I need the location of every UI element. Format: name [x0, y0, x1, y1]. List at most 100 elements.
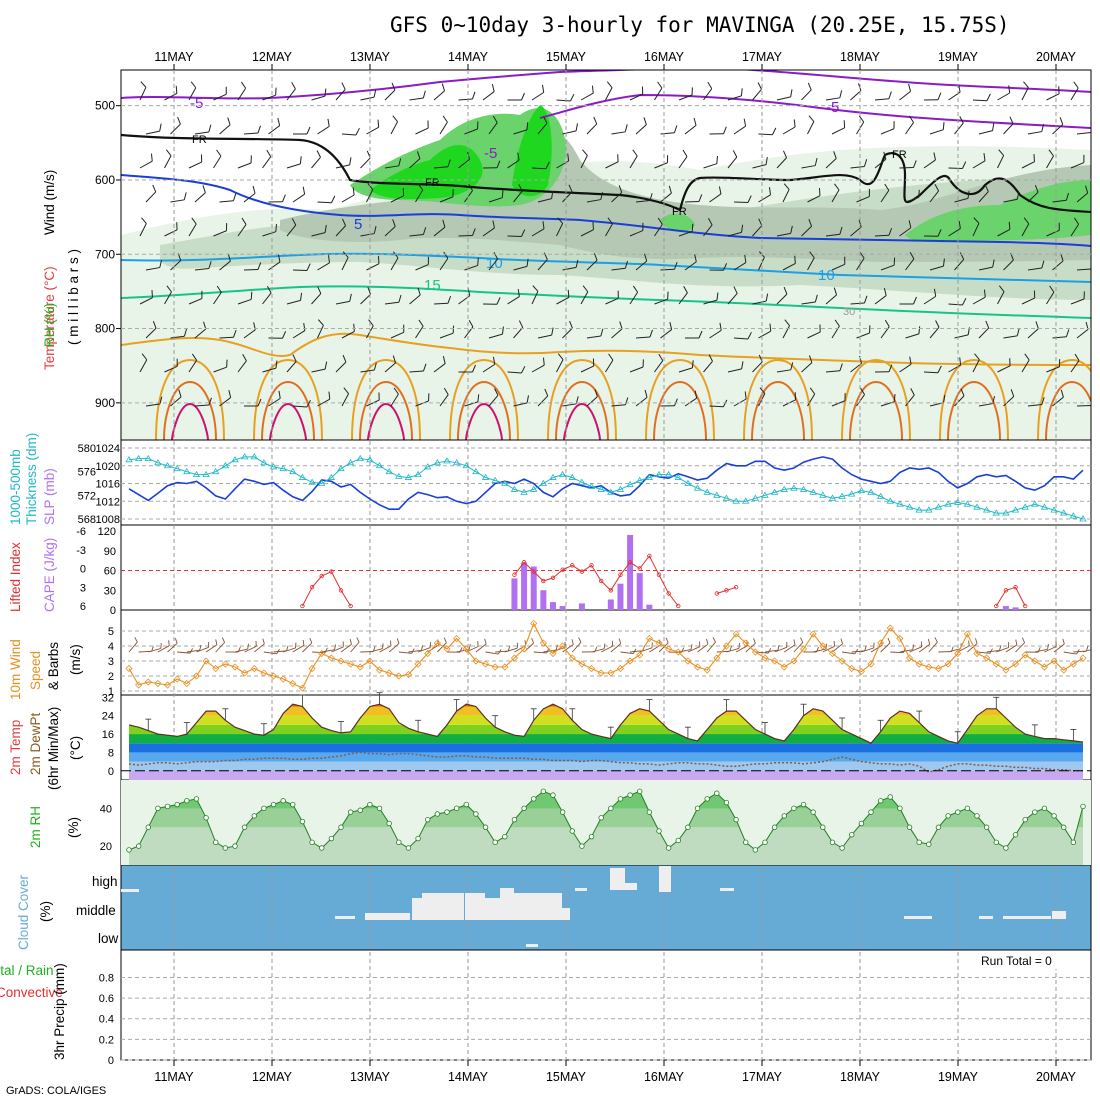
barb-flag	[477, 257, 479, 266]
cape-bar	[1012, 607, 1019, 610]
wind-barb	[929, 320, 940, 339]
barb-flag	[844, 256, 846, 265]
barb-shaft	[880, 128, 895, 135]
barb-flag	[887, 637, 891, 644]
wind-speed-marker	[780, 663, 788, 671]
surface-wind-barb	[774, 641, 788, 653]
rh-marker	[396, 839, 402, 846]
barb-flag	[176, 358, 178, 367]
wind-speed-marker	[501, 663, 509, 671]
barb-shaft	[482, 227, 495, 237]
barb-shaft	[384, 301, 399, 305]
wind-speed-marker	[886, 624, 894, 632]
thickness-line	[128, 456, 1084, 520]
wind-barb	[580, 149, 588, 169]
rh-marker	[270, 801, 277, 808]
thickness-marker	[1031, 500, 1039, 507]
wind-barb	[703, 156, 719, 169]
surface-wind-barb	[861, 642, 875, 653]
wind-barb	[164, 285, 172, 305]
barb-shaft	[312, 651, 326, 654]
barb-flag	[377, 119, 380, 128]
rh-marker	[338, 824, 344, 830]
barb-shaft	[880, 264, 895, 271]
wind-barb	[384, 294, 402, 305]
surface-wind-barb	[350, 637, 360, 653]
wind-speed-marker	[298, 684, 307, 692]
wind-tick-label: 2	[108, 671, 114, 683]
contour-15	[121, 285, 1091, 319]
barb-flag	[443, 251, 449, 259]
barb-flag	[644, 253, 648, 262]
diurnal-contour	[841, 358, 911, 440]
rh-marker	[1022, 816, 1028, 823]
barb-flag	[507, 645, 511, 652]
wind-speed-marker	[848, 664, 856, 673]
barb-shaft	[978, 266, 993, 271]
barb-shaft	[1003, 259, 1014, 271]
date-label-top: 12MAY	[252, 50, 293, 64]
rh-marker	[849, 832, 855, 838]
barb-flag	[809, 387, 816, 395]
wind-barb	[831, 183, 840, 203]
barb-shaft	[890, 651, 904, 654]
barb-flag	[429, 642, 431, 648]
barb-shaft	[1076, 132, 1091, 135]
barb-flag	[166, 285, 172, 293]
wind-barb	[556, 153, 570, 169]
barb-flag	[912, 644, 915, 650]
wind-barb	[1027, 397, 1045, 407]
barb-flag	[241, 217, 247, 225]
wind-barb	[458, 228, 476, 237]
upper-panel: -5 -5 -5 FR FR FR FR 5 10 10 15 30 50060…	[95, 69, 1100, 441]
barb-shaft	[986, 649, 1000, 653]
thickness-marker	[395, 472, 403, 479]
wind-barb	[1076, 398, 1091, 407]
barb-shaft	[311, 232, 326, 237]
thickness-marker	[163, 461, 172, 469]
rh-marker	[453, 805, 460, 812]
barb-shaft	[978, 327, 990, 339]
lifted-marker	[1003, 588, 1009, 593]
barb-shaft	[1027, 191, 1039, 203]
wind-speed-marker	[231, 663, 239, 671]
barb-flag	[592, 358, 595, 367]
wind-speed-marker	[867, 660, 875, 668]
lifted-marker	[618, 572, 623, 577]
barb-shaft	[243, 329, 256, 339]
barb-shaft	[831, 127, 845, 135]
barb-shaft	[635, 336, 651, 339]
wind-barb	[360, 362, 377, 373]
wind-barb	[752, 82, 762, 101]
wind-speed-marker	[375, 666, 384, 674]
lifted-marker	[329, 569, 334, 574]
wind-speed-marker	[318, 649, 326, 658]
lifted-marker	[714, 591, 720, 596]
barb-shaft	[504, 647, 518, 653]
barb-shaft	[957, 645, 970, 653]
wind-speed-marker	[395, 672, 403, 680]
rh-marker	[665, 845, 672, 851]
rh-tick-label: 40	[100, 803, 112, 815]
barb-flag	[141, 353, 148, 361]
wind-barb	[556, 217, 564, 237]
ylabel-rh: RH (%)	[42, 303, 57, 347]
barb-shaft	[629, 366, 644, 373]
barb-shaft	[1046, 291, 1055, 305]
barb-shaft	[706, 641, 716, 653]
wind-barb	[685, 330, 703, 339]
barb-shaft	[1096, 156, 1100, 168]
wind-barb	[268, 390, 281, 407]
barb-shaft	[709, 405, 724, 408]
thickness-marker	[269, 463, 278, 470]
barb-flag	[657, 217, 663, 225]
wind-barb	[703, 218, 713, 237]
wind-barb	[727, 361, 744, 373]
wind-barb	[905, 326, 921, 339]
temp-tick-label: 24	[102, 711, 114, 723]
date-label-top: 19MAY	[938, 50, 979, 64]
wind-barb	[219, 253, 231, 271]
barb-shaft	[1021, 359, 1030, 373]
barb-shaft	[948, 364, 961, 373]
barb-shaft	[972, 99, 988, 102]
